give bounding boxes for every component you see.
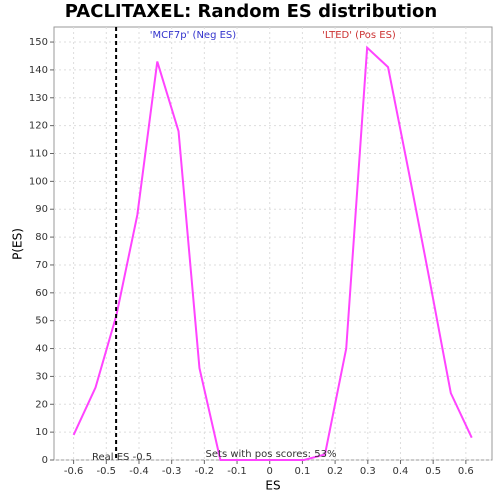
x-axis-label: ES	[265, 479, 280, 493]
plot-area	[53, 26, 493, 461]
y-tick-label: 70	[35, 260, 48, 271]
y-tick-label: 20	[35, 399, 48, 410]
x-tick-label: -0.2	[195, 466, 215, 477]
y-tick-label: 40	[35, 344, 48, 355]
y-tick-label: 140	[29, 65, 48, 76]
y-axis-label: P(ES)	[11, 228, 25, 260]
x-tick-label: -0.3	[162, 466, 182, 477]
x-tick-label: 0.4	[393, 466, 409, 477]
x-tick-label: 0.3	[360, 466, 376, 477]
y-tick-label: 30	[35, 371, 48, 382]
x-tick-label: 0.2	[327, 466, 343, 477]
y-tick-label: 50	[35, 316, 48, 327]
x-tick-label: 0.5	[425, 466, 441, 477]
pos-label: 'LTED' (Pos ES)	[322, 30, 396, 41]
y-tick-label: 150	[29, 37, 48, 48]
x-tick-label: 0.1	[294, 466, 310, 477]
x-tick-label: 0	[267, 466, 273, 477]
x-tick-label: 0.6	[458, 466, 474, 477]
y-tick-label: 110	[29, 149, 48, 160]
data-line	[72, 45, 473, 461]
real-es-label: Real ES -0.5	[92, 452, 152, 463]
x-tick-label: -0.5	[97, 466, 117, 477]
x-tick-label: -0.4	[129, 466, 149, 477]
y-tick-label: 100	[29, 176, 48, 187]
y-tick-label: 10	[35, 427, 48, 438]
y-tick-label: 90	[35, 204, 48, 215]
y-tick-label: 60	[35, 288, 48, 299]
pos-scores-label: Sets with pos scores: 53%	[206, 449, 337, 460]
y-tick-label: 80	[35, 232, 48, 243]
neg-label: 'MCF7p' (Neg ES)	[150, 30, 236, 41]
y-tick-label: 0	[42, 455, 48, 466]
y-tick-label: 120	[29, 121, 48, 132]
x-tick-label: -0.6	[64, 466, 84, 477]
y-tick-label: 130	[29, 93, 48, 104]
chart-title: PACLITAXEL: Random ES distribution	[65, 1, 437, 22]
x-tick-label: -0.1	[227, 466, 247, 477]
